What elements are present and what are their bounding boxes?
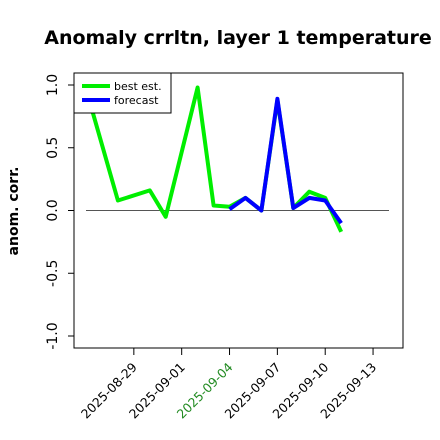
y-tick-label: -0.5 (45, 260, 61, 287)
y-tick-label: -1.0 (45, 322, 61, 349)
legend-label-forecast: forecast (114, 94, 159, 107)
chart-title: Anomaly crrltn, layer 1 temperature (44, 27, 432, 49)
y-tick-label: 1.0 (45, 74, 61, 96)
legend: best est. forecast (73, 72, 172, 114)
y-tick-label: 0.5 (45, 137, 61, 159)
y-tick-label: 0.0 (45, 199, 61, 221)
y-axis-label: anom. corr. (6, 167, 22, 256)
legend-box (73, 72, 172, 114)
series-line-forecast (228, 96, 343, 225)
legend-label-best-est: best est. (114, 80, 162, 93)
